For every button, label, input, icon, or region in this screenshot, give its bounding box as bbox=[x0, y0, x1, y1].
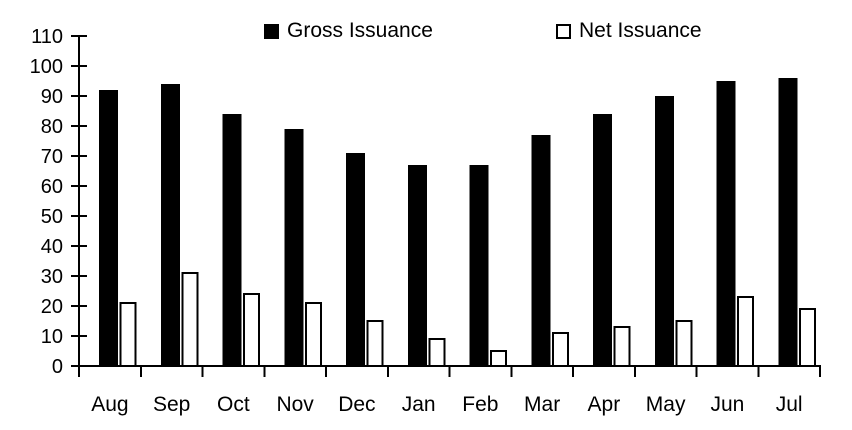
x-axis-category-label: Jan bbox=[402, 393, 436, 416]
bar-net-issuance-aug bbox=[119, 302, 137, 367]
y-axis-tick-label: 70 bbox=[41, 146, 63, 168]
y-axis-tick-label: 100 bbox=[30, 56, 63, 78]
bar-net-issuance-apr bbox=[613, 326, 631, 367]
y-axis-tick-label: 60 bbox=[41, 176, 63, 198]
bar-net-issuance-jan bbox=[428, 338, 446, 367]
bar-net-issuance-jun bbox=[737, 296, 754, 367]
bar-gross-issuance-sep bbox=[160, 84, 180, 366]
bar-gross-issuance-jun bbox=[716, 81, 736, 366]
y-axis-tick-label: 30 bbox=[41, 266, 63, 288]
y-axis-tick-label: 20 bbox=[41, 296, 63, 318]
bar-net-issuance-mar bbox=[551, 332, 569, 367]
x-axis-category-label: Dec bbox=[338, 393, 375, 416]
y-axis-tick-label: 110 bbox=[31, 26, 63, 48]
gross-issuance-legend-label: Gross Issuance bbox=[287, 19, 433, 42]
bar-gross-issuance-feb bbox=[469, 165, 489, 366]
bar-gross-issuance-mar bbox=[531, 135, 551, 366]
net-issuance-legend-label: Net Issuance bbox=[579, 19, 702, 42]
bar-gross-issuance-jul bbox=[778, 78, 798, 366]
bar-gross-issuance-apr bbox=[593, 114, 612, 366]
bar-net-issuance-nov bbox=[304, 302, 322, 367]
y-axis-tick-label: 80 bbox=[41, 116, 63, 138]
bar-net-issuance-sep bbox=[181, 272, 199, 367]
bar-gross-issuance-aug bbox=[99, 90, 118, 366]
bar-net-issuance-dec bbox=[366, 320, 384, 367]
x-axis-category-label: Apr bbox=[588, 393, 621, 416]
legend-item-net-issuance: Net Issuance bbox=[556, 20, 702, 42]
bar-net-issuance-jul bbox=[798, 308, 816, 367]
bar-gross-issuance-dec bbox=[346, 153, 365, 366]
x-axis-category-label: Oct bbox=[217, 393, 250, 416]
x-axis-category-label: Jul bbox=[776, 393, 803, 416]
x-axis-category-label: Aug bbox=[91, 393, 128, 416]
x-axis-category-label: Feb bbox=[462, 393, 498, 416]
y-axis-tick-label: 90 bbox=[41, 86, 63, 108]
bar-gross-issuance-oct bbox=[222, 114, 242, 366]
x-axis-category-label: Jun bbox=[710, 393, 744, 416]
y-axis-tick-label: 10 bbox=[41, 326, 63, 348]
bar-gross-issuance-may bbox=[654, 96, 674, 366]
bar-gross-issuance-nov bbox=[284, 129, 304, 366]
gross-issuance-swatch-icon bbox=[264, 23, 279, 39]
y-axis-tick-label: 40 bbox=[41, 236, 63, 258]
x-axis-category-label: Sep bbox=[153, 393, 190, 416]
net-issuance-swatch-icon bbox=[556, 23, 571, 39]
x-axis-category-label: May bbox=[646, 393, 686, 416]
y-axis-tick-label: 50 bbox=[41, 206, 63, 228]
y-axis-tick-label: 0 bbox=[52, 356, 63, 378]
bar-net-issuance-feb bbox=[490, 350, 507, 367]
bar-net-issuance-oct bbox=[243, 293, 260, 367]
bar-net-issuance-may bbox=[675, 320, 693, 367]
x-axis-category-label: Nov bbox=[276, 393, 314, 416]
bar-gross-issuance-jan bbox=[407, 165, 427, 366]
x-axis-category-label: Mar bbox=[524, 393, 560, 416]
legend-item-gross-issuance: Gross Issuance bbox=[264, 20, 433, 42]
